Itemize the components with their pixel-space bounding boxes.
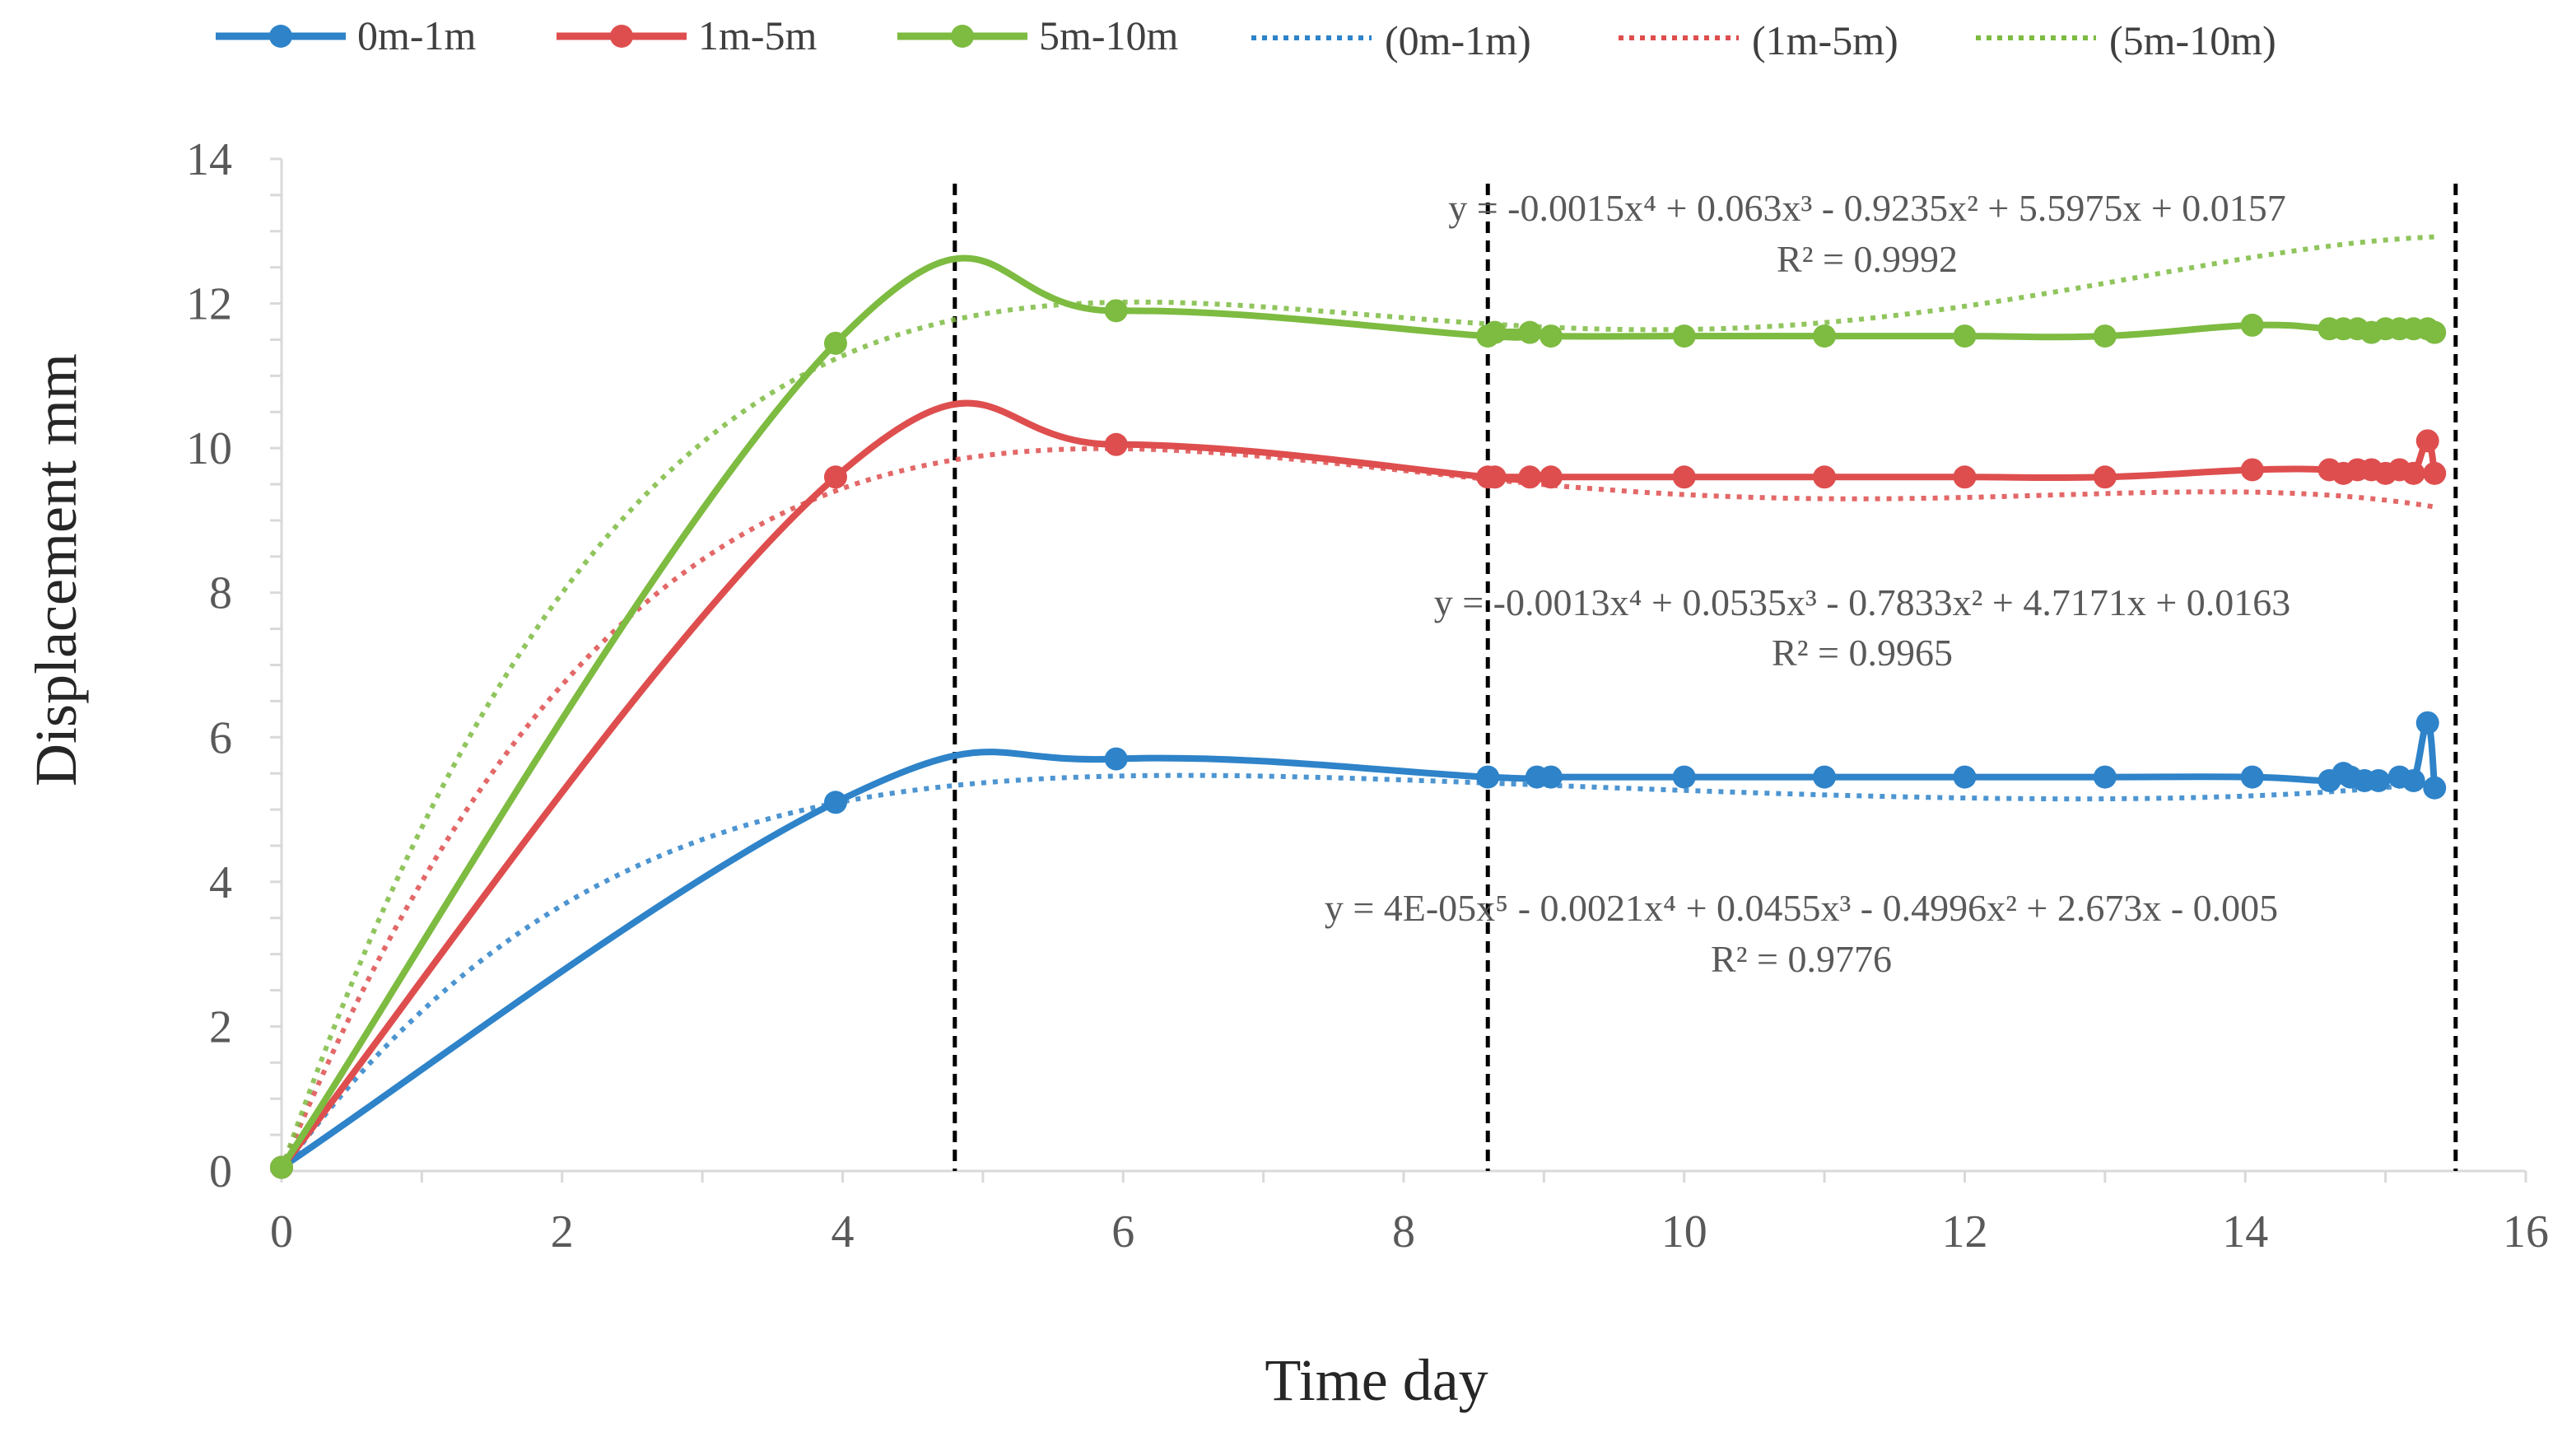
legend-label-1m-5m: 1m-5m <box>698 12 818 58</box>
data-point <box>2240 458 2264 482</box>
data-point <box>1104 747 1128 771</box>
data-point <box>1953 465 1977 489</box>
data-point <box>1539 324 1563 348</box>
y-tick-label: 10 <box>186 423 232 474</box>
data-point <box>1953 324 1977 348</box>
series-line-0 <box>279 719 2439 1170</box>
data-point <box>1476 765 1500 789</box>
data-point <box>1539 765 1563 789</box>
legend: 0m-1m 1m-5m 5m-10m (0m-1m) (1m-5m) (5m-1… <box>216 12 2276 63</box>
y-tick-label: 12 <box>186 279 232 330</box>
plot-area <box>270 157 2527 1183</box>
data-point <box>1813 465 1837 489</box>
data-point <box>2093 324 2117 348</box>
data-point <box>823 791 847 814</box>
r2-0m-1m: R² = 0.9776 <box>1711 938 1892 980</box>
legend-marker-1m-5m <box>610 25 633 48</box>
trendline-1 <box>279 446 2435 1171</box>
x-tick-label: 12 <box>1942 1206 1988 1257</box>
x-tick-label: 14 <box>2222 1206 2268 1257</box>
trendline-2 <box>279 234 2435 1171</box>
data-point <box>823 465 847 489</box>
trendlines <box>279 234 2435 1173</box>
data-point <box>1953 765 1977 789</box>
data-point <box>2367 768 2391 792</box>
x-tick-label: 0 <box>270 1206 293 1257</box>
data-point <box>823 331 847 355</box>
x-tick-label: 16 <box>2503 1206 2549 1257</box>
x-tick-label: 4 <box>831 1206 855 1257</box>
r2-5m-10m: R² = 0.9992 <box>1777 238 1958 280</box>
y-tick-label: 4 <box>209 857 232 908</box>
trendline-0 <box>279 772 2435 1173</box>
data-point <box>2240 313 2264 337</box>
x-tick-label: 8 <box>1392 1206 1415 1257</box>
data-point <box>1672 765 1696 789</box>
equation-0m-1m: y = 4E-05x⁵ - 0.0021x⁴ + 0.0455x³ - 0.49… <box>1325 887 2278 929</box>
data-point <box>1104 299 1128 323</box>
tick-labels: 0 2 4 6 8 10 12 14 16 0 2 4 6 8 10 12 14 <box>186 134 2549 1257</box>
data-point <box>1672 324 1696 348</box>
x-axis-title: Time day <box>1265 1347 1488 1413</box>
legend-label-0m-1m: 0m-1m <box>357 12 477 58</box>
data-point <box>2401 768 2425 792</box>
data-series <box>270 254 2447 1179</box>
y-tick-label: 14 <box>186 134 232 185</box>
equation-5m-10m: y = -0.0015x⁴ + 0.063x³ - 0.9235x² + 5.5… <box>1448 187 2286 229</box>
data-point <box>2093 765 2117 789</box>
legend-marker-0m-1m <box>269 25 292 48</box>
data-point <box>1672 465 1696 489</box>
data-point <box>2423 776 2447 800</box>
r2-1m-5m: R² = 0.9965 <box>1772 632 1953 674</box>
data-point <box>2093 465 2117 489</box>
x-tick-label: 2 <box>551 1206 574 1257</box>
data-point <box>1483 320 1507 344</box>
stage-divider-lines <box>953 184 2458 1171</box>
data-point <box>2415 429 2439 453</box>
series-line-2 <box>278 254 2437 1169</box>
legend-label-trend-5m-10m: (5m-10m) <box>2109 17 2276 63</box>
y-tick-label: 2 <box>209 1001 232 1052</box>
data-point <box>1539 465 1563 489</box>
y-tick-label: 6 <box>209 712 232 763</box>
legend-marker-5m-10m <box>951 25 974 48</box>
data-point <box>1104 432 1128 456</box>
legend-label-trend-1m-5m: (1m-5m) <box>1752 17 1898 63</box>
data-point <box>1483 465 1507 489</box>
data-point <box>1518 465 1542 489</box>
y-tick-label: 0 <box>209 1146 232 1197</box>
trendline-equations: y = -0.0015x⁴ + 0.063x³ - 0.9235x² + 5.5… <box>1325 187 2290 980</box>
data-point <box>2423 461 2447 485</box>
legend-label-5m-10m: 5m-10m <box>1039 12 1179 58</box>
data-point <box>1813 324 1837 348</box>
data-point <box>1518 320 1542 344</box>
data-point <box>2240 765 2264 789</box>
y-tick-label: 8 <box>209 568 232 619</box>
data-point <box>2415 711 2439 735</box>
data-point <box>1813 765 1837 789</box>
x-tick-label: 10 <box>1661 1206 1707 1257</box>
data-point <box>270 1155 293 1179</box>
data-point <box>2401 461 2425 485</box>
legend-label-trend-0m-1m: (0m-1m) <box>1385 17 1531 63</box>
equation-1m-5m: y = -0.0013x⁴ + 0.0535x³ - 0.7833x² + 4.… <box>1434 581 2291 623</box>
data-point <box>2423 320 2447 344</box>
x-tick-label: 6 <box>1111 1206 1134 1257</box>
y-axis-title: Displacement mm <box>23 353 89 786</box>
